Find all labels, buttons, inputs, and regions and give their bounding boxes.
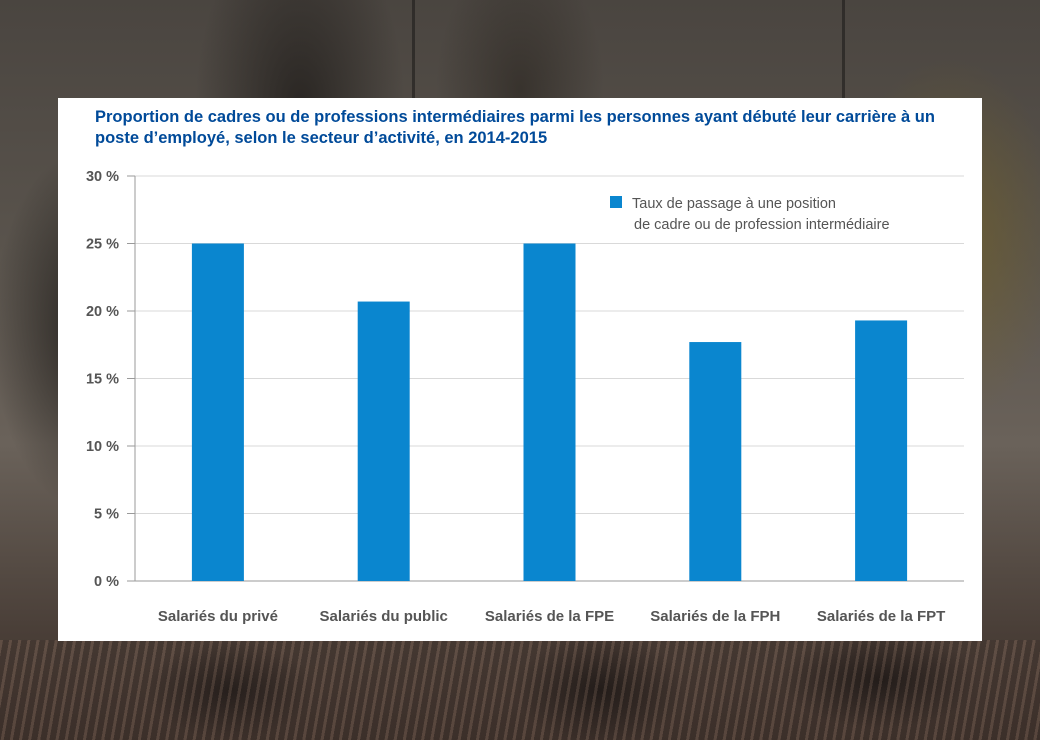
x-tick-label: Salariés de la FPH <box>650 608 780 625</box>
bar-chart: 0 % 5 % 10 % 15 % 20 % 25 % 30 % Salariés du p… <box>86 169 964 625</box>
y-tick-label: 10 % <box>86 439 119 455</box>
y-tick-label: 5 % <box>94 507 119 523</box>
bar <box>523 243 576 581</box>
bars <box>191 243 908 581</box>
bar <box>689 342 742 581</box>
x-tick-label: Salariés du privé <box>158 608 278 625</box>
chart-panel: Proportion de cadres ou de professions i… <box>58 98 982 641</box>
background-floor <box>0 640 1040 740</box>
bar <box>357 301 410 581</box>
x-tick-label: Salariés de la FPT <box>817 608 945 625</box>
legend-label: Taux de passage à une position <box>632 196 836 212</box>
y-tick-label: 0 % <box>94 574 119 590</box>
bar <box>855 320 908 581</box>
y-tick-label: 25 % <box>86 237 119 253</box>
y-tick-label: 15 % <box>86 372 119 388</box>
x-tick-label: Salariés du public <box>320 608 448 625</box>
y-axis-ticks: 0 % 5 % 10 % 15 % 20 % 25 % 30 % <box>86 169 136 590</box>
y-tick-label: 30 % <box>86 169 119 185</box>
bar <box>191 243 244 581</box>
chart-title: Proportion de cadres ou de professions i… <box>95 108 935 147</box>
legend-swatch <box>610 196 622 208</box>
y-tick-label: 20 % <box>86 304 119 320</box>
x-tick-label: Salariés de la FPE <box>485 608 614 625</box>
x-axis-ticks: Salariés du privé Salariés du public Salar… <box>158 608 945 625</box>
legend-label: de cadre ou de profession intermédiaire <box>634 217 890 233</box>
background-wall-seam <box>412 0 415 100</box>
background-wall-seam <box>842 0 845 100</box>
legend: Taux de passage à une position de cadre o… <box>610 196 890 233</box>
